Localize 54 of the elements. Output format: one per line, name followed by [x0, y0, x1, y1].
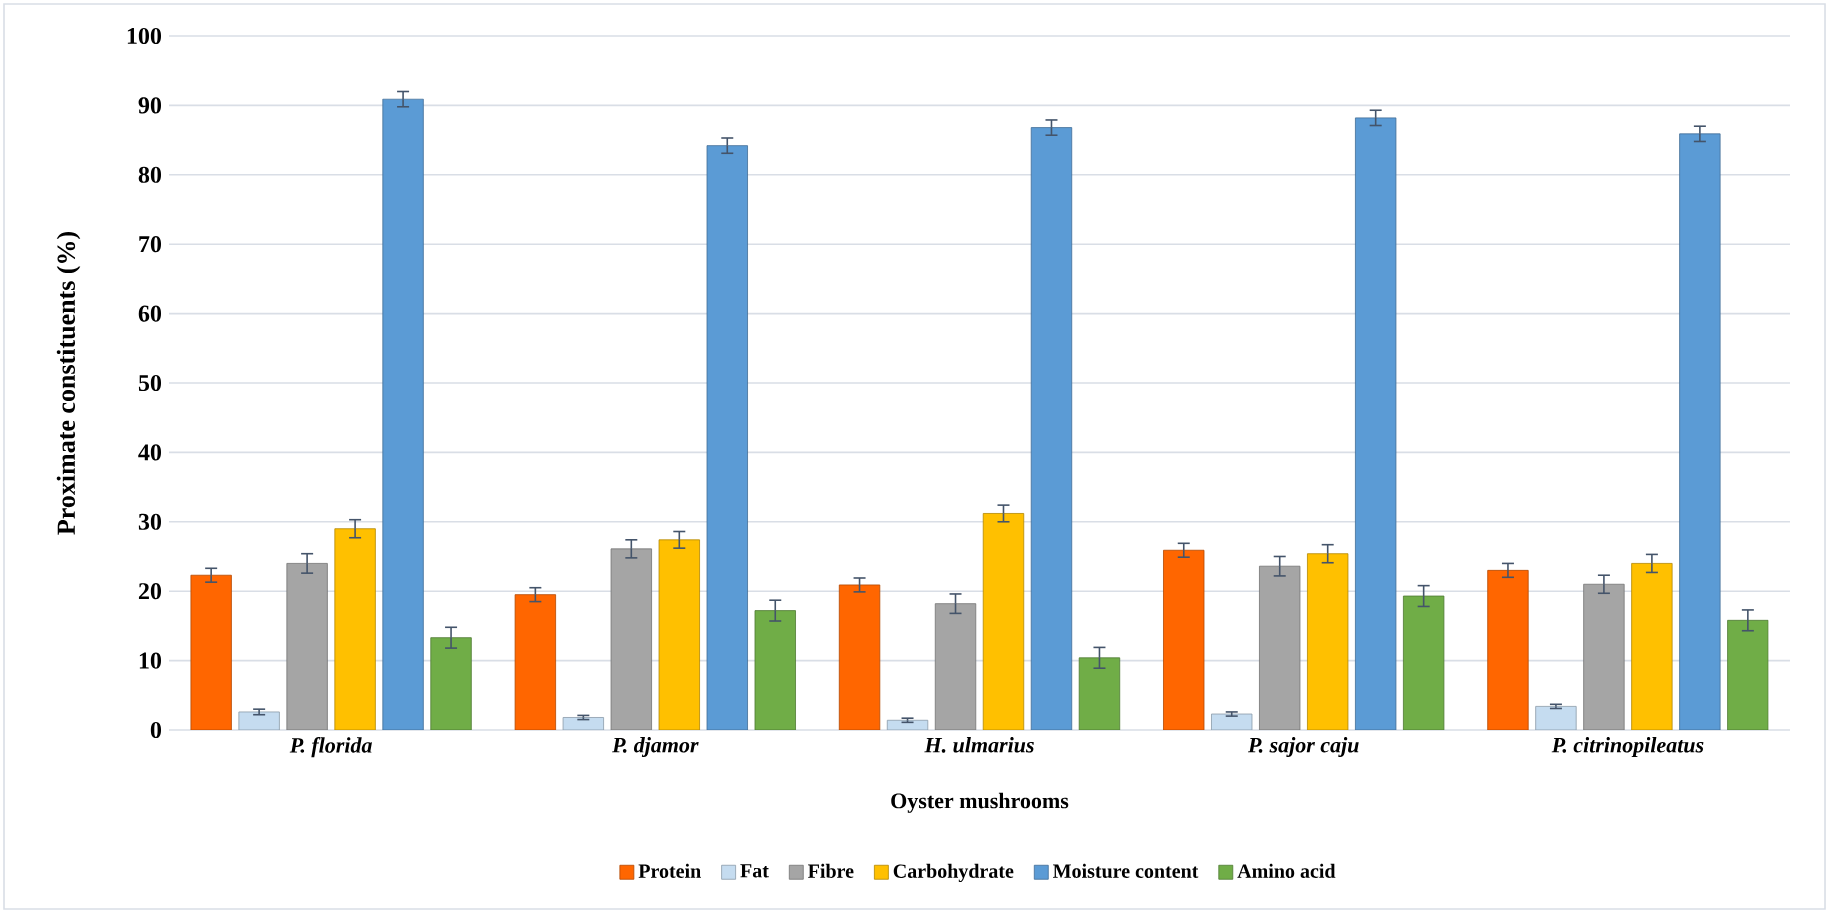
bar [430, 637, 472, 730]
bar [1030, 127, 1073, 730]
bar [1679, 133, 1721, 730]
bar [838, 584, 881, 730]
legend-label: Carbohydrate [893, 863, 1014, 883]
y-tick-label: 80 [138, 166, 162, 183]
bar [934, 603, 977, 730]
y-tick-label: 0 [150, 721, 162, 739]
bar [886, 719, 929, 730]
bar [754, 610, 796, 730]
y-tick-label: 100 [127, 27, 162, 45]
bar [1583, 583, 1625, 730]
bar [1163, 549, 1205, 730]
bar [1078, 657, 1121, 730]
bar [1259, 565, 1301, 730]
legend-label: Protein [638, 863, 701, 878]
bar [1403, 595, 1445, 730]
y-tick-label: 90 [138, 97, 162, 114]
bar [1355, 117, 1397, 730]
y-tick-label: 60 [138, 305, 162, 322]
y-tick-label: 40 [138, 444, 162, 461]
y-tick-label: 20 [138, 583, 162, 600]
legend-label: Moisture content [1053, 863, 1199, 878]
y-tick-label: 30 [138, 513, 162, 530]
bar [1211, 713, 1253, 730]
bar [610, 548, 652, 730]
x-tick-label: P. citrinopileatus [1551, 737, 1704, 757]
x-axis-title: Oyster mushrooms [891, 792, 1069, 813]
bar [190, 574, 232, 730]
legend-label: Amino acid [1237, 863, 1336, 878]
bar [1307, 553, 1349, 730]
bar [706, 145, 748, 730]
y-tick-label: 50 [138, 374, 162, 392]
bar [1727, 619, 1769, 730]
x-tick-label: P. djamor [612, 737, 699, 757]
bar [514, 594, 557, 730]
y-axis-title: Proximate constituents (%) [56, 232, 81, 535]
bar [286, 563, 328, 730]
bar [1631, 563, 1673, 730]
bar [334, 528, 376, 730]
bar [382, 98, 424, 730]
bar [562, 717, 604, 730]
x-tick-label: H. ulmarius [924, 737, 1034, 753]
bar [1487, 569, 1529, 730]
bar [1535, 705, 1577, 730]
x-tick-label: P. sajor caju [1247, 737, 1359, 757]
y-tick-label: 10 [139, 652, 162, 669]
legend-label: Fibre [808, 863, 854, 878]
x-tick-label: P. florida [289, 737, 372, 758]
bar [658, 539, 700, 730]
bar [238, 711, 280, 730]
bar [982, 513, 1025, 730]
y-tick-label: 70 [139, 236, 162, 253]
legend-label: Fat [740, 864, 769, 878]
